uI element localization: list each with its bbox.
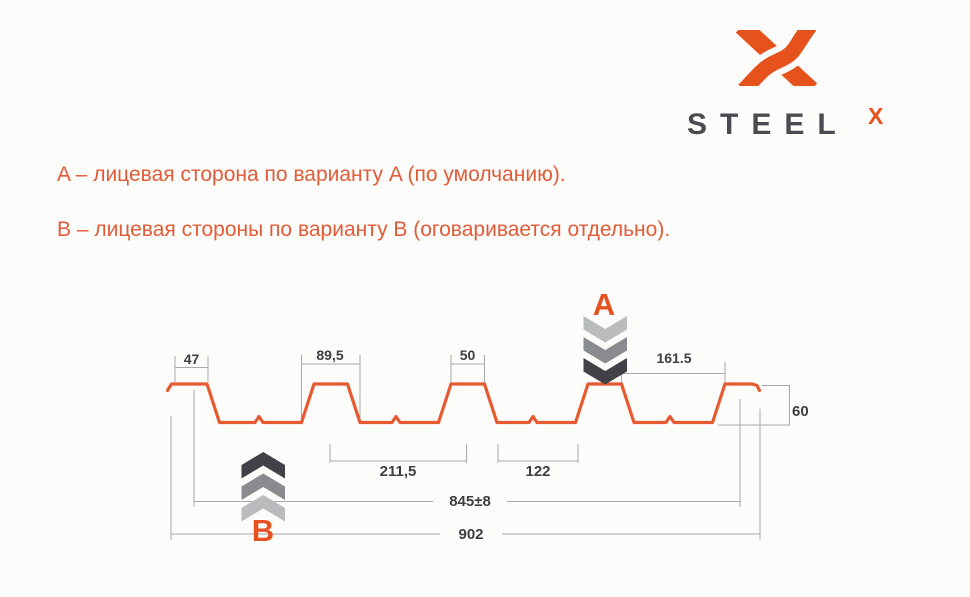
note-variant-a: A – лицевая сторона по варианту A (по ум… [57,163,566,186]
dim-pitch-label: 211,5 [379,463,417,480]
note-variant-b: B – лицевая стороны по варианту B (огова… [57,218,671,241]
dim-working-width-label: 845±8 [433,493,507,510]
side-a-label: A [592,287,616,322]
dim-height-label: 60 [792,403,809,420]
side-b-chevrons-icon [241,452,285,522]
steelx-logo-icon [735,30,817,86]
side-a-chevrons-icon [583,316,627,385]
dim-crest-base-lines [301,355,361,420]
dim-top-flange-lines [174,356,209,382]
dim-valley-lines [497,444,579,463]
logo-suffix-x: X [868,103,884,129]
logo-wordmark: STEEL [687,108,849,141]
dim-overall-width-label: 902 [440,526,502,543]
dim-crest-base-label: 89,5 [316,347,344,363]
dim-top-flange-label: 47 [183,351,200,367]
dim-height-lines [718,385,790,426]
dim-valley-label: 122 [525,463,551,480]
side-b-label: B [251,513,275,548]
dim-crest-top-lines [450,355,485,383]
profile-outline [165,382,762,425]
dim-pitch-lines [329,444,467,463]
dim-crest-gap-label: 161.5 [656,350,692,366]
dim-crest-top-label: 50 [459,347,476,363]
